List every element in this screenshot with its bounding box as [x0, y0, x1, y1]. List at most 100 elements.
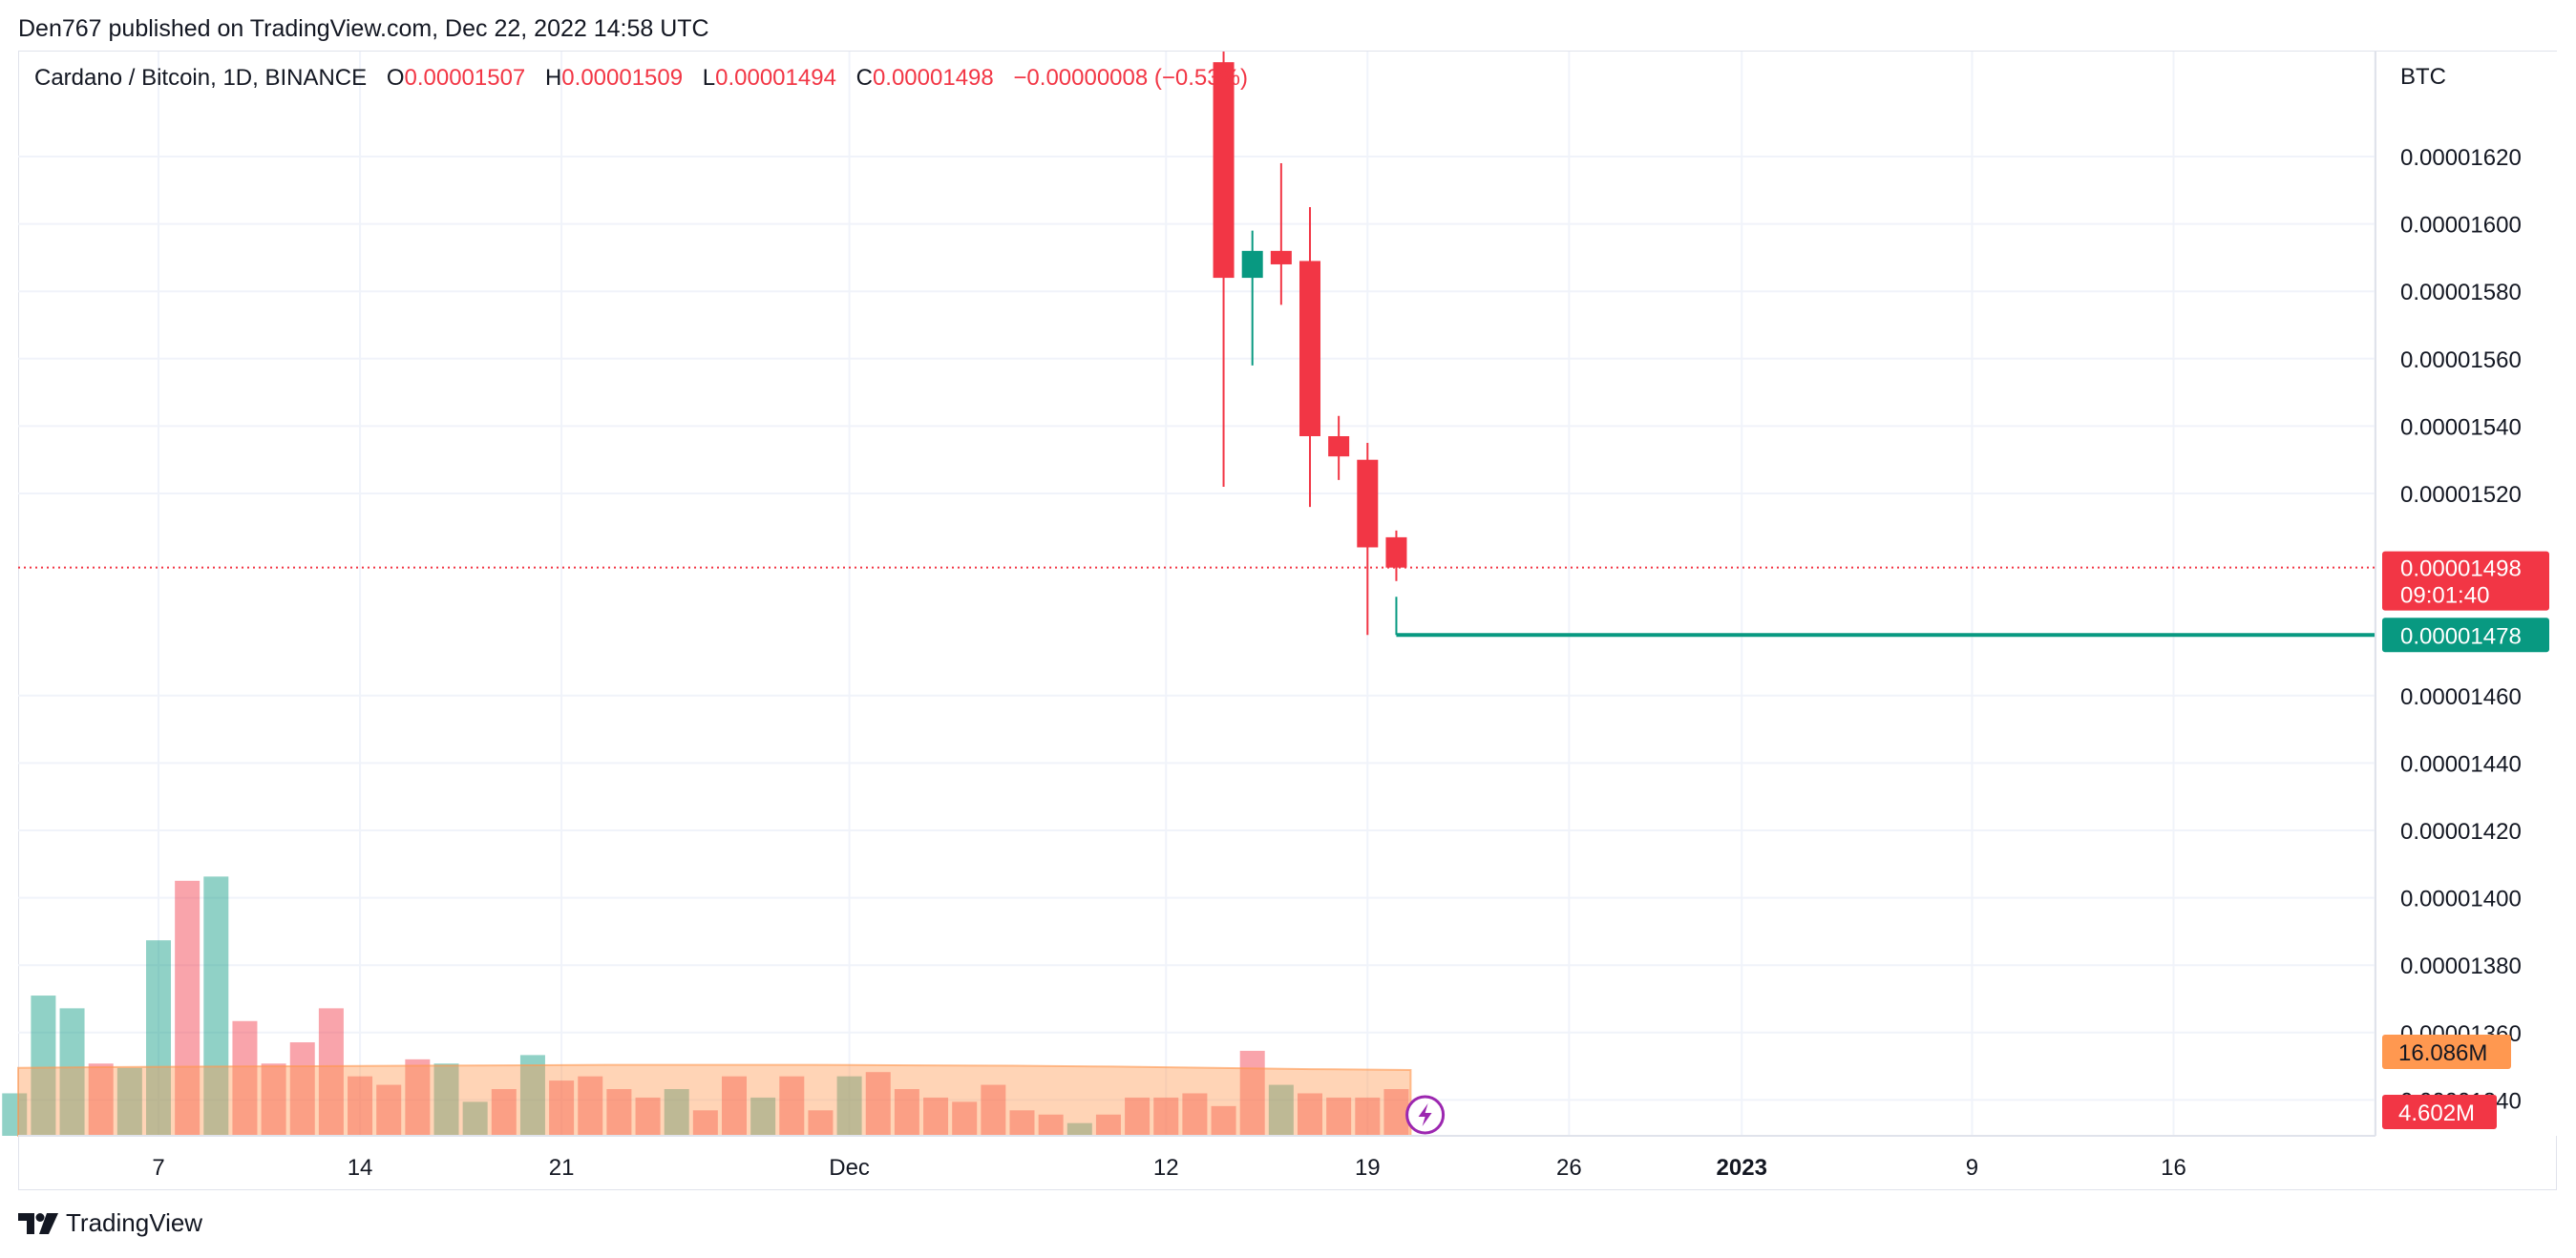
price-axis-tick: 0.00001400: [2400, 887, 2522, 912]
volume-bar: [1153, 1097, 1179, 1136]
price-axis-tick: 0.00001560: [2400, 347, 2522, 373]
volume-bar: [722, 1076, 747, 1136]
brand-name: TradingView: [66, 1208, 203, 1237]
high-value: 0.00001509: [561, 65, 684, 91]
volume-bar: [808, 1110, 834, 1136]
volume-bar: [836, 1076, 862, 1136]
time-axis-tick: 21: [549, 1155, 575, 1181]
volume-bar: [981, 1084, 1006, 1136]
price-axis-tick: 0.00001540: [2400, 414, 2522, 440]
volume-bar: [1268, 1084, 1294, 1136]
tradingview-logo-icon: [18, 1212, 58, 1234]
publish-header: Den767 published on TradingView.com, Dec…: [18, 15, 709, 42]
volume-bar: [664, 1089, 689, 1136]
volume-bar: [175, 880, 201, 1136]
volume-ma-area: [17, 1063, 1412, 1137]
volume-bar: [923, 1097, 949, 1136]
volume-ma-value: 16.086M: [2398, 1040, 2487, 1066]
level-badge: [2382, 618, 2549, 653]
low-label: L: [702, 65, 716, 91]
volume-bar: [348, 1076, 373, 1136]
volume-bar: [1383, 1089, 1409, 1136]
price-axis-tick: 0.00001620: [2400, 145, 2522, 171]
price-series: [18, 52, 2375, 638]
time-axis-tick: 26: [1556, 1155, 1582, 1181]
volume-bar: [289, 1042, 315, 1136]
axes: BTC 0.00001620 0.00001600 0.00001580 0.00001…: [18, 52, 2557, 1181]
volume-bar: [635, 1097, 661, 1136]
grid: [18, 52, 2376, 1136]
volume-bar: [952, 1101, 978, 1136]
volume-bar: [1239, 1050, 1265, 1136]
volume-bar: [88, 1063, 114, 1136]
volume-bar: [519, 1055, 545, 1136]
candle-body: [1328, 435, 1350, 457]
ohlc-legend: Cardano / Bitcoin, 1D, BINANCE O0.000015…: [34, 65, 1248, 92]
volume-bar: [116, 1067, 142, 1136]
volume-histogram: [2, 876, 1412, 1137]
volume-bar: [376, 1084, 402, 1136]
volume-bar: [203, 876, 229, 1136]
volume-bar: [865, 1072, 891, 1136]
volume-bar: [1095, 1114, 1121, 1136]
time-axis-tick: 19: [1355, 1155, 1381, 1181]
open-label: O: [386, 65, 405, 91]
level-value: 0.00001478: [2400, 623, 2522, 649]
volume-bar: [318, 1008, 344, 1136]
price-axis-tick: 0.00001420: [2400, 819, 2522, 845]
volume-bar: [491, 1089, 517, 1136]
time-axis-tick: 14: [348, 1155, 373, 1181]
volume-bar: [549, 1080, 575, 1136]
price-axis-tick: 0.00001520: [2400, 482, 2522, 508]
price-axis-tick: 0.00001440: [2400, 751, 2522, 777]
last-price-countdown: 09:01:40: [2400, 583, 2489, 609]
volume-badge: [2382, 1095, 2497, 1129]
volume-bar: [462, 1101, 488, 1136]
tradingview-logo[interactable]: TradingView: [18, 1208, 202, 1238]
price-axis-tick: 0.00001460: [2400, 684, 2522, 710]
volume-bar: [894, 1089, 919, 1136]
candle-body: [1213, 62, 1235, 279]
candle-body: [1299, 261, 1320, 436]
close-value: 0.00001498: [872, 65, 994, 91]
volume-bar: [606, 1089, 632, 1136]
last-price-value: 0.00001498: [2400, 556, 2522, 582]
last-price-badge: [2382, 551, 2549, 611]
change-value: −0.00000008 (−0.53%): [1013, 65, 1248, 91]
low-value: 0.00001494: [715, 65, 836, 91]
price-axis-currency: BTC: [2400, 64, 2446, 90]
time-axis-tick: 9: [1966, 1155, 1978, 1181]
volume-bar: [146, 940, 171, 1136]
time-axis-tick: 12: [1153, 1155, 1179, 1181]
open-value: 0.00001507: [404, 65, 526, 91]
volume-bar: [1326, 1097, 1352, 1136]
time-axis-tick: 2023: [1717, 1155, 1767, 1181]
volume-bar: [578, 1076, 603, 1136]
candle-body: [1270, 250, 1292, 264]
volume-bar: [2, 1093, 28, 1136]
price-axis-tick: 0.00001580: [2400, 280, 2522, 305]
volume-bar: [1066, 1122, 1092, 1136]
time-axis-tick: Dec: [829, 1155, 870, 1181]
volume-bar: [1009, 1110, 1035, 1136]
time-axis-tick: 16: [2161, 1155, 2186, 1181]
volume-bar: [1182, 1093, 1208, 1136]
volume-bar: [1038, 1114, 1064, 1136]
candle-body: [1241, 250, 1263, 279]
volume-ma-badge: [2382, 1035, 2511, 1069]
volume-bar: [1125, 1097, 1151, 1136]
volume-value: 4.602M: [2398, 1101, 2475, 1126]
volume-bar: [232, 1020, 258, 1136]
lightning-icon-glyph: [1418, 1103, 1432, 1126]
price-axis-tick: 0.00001380: [2400, 954, 2522, 979]
volume-bar: [1211, 1105, 1236, 1136]
symbol-title[interactable]: Cardano / Bitcoin, 1D, BINANCE: [34, 65, 368, 91]
volume-bar: [59, 1008, 85, 1136]
close-label: C: [855, 65, 873, 91]
volume-bar: [779, 1076, 805, 1136]
volume-bar: [405, 1059, 431, 1136]
volume-bar: [261, 1063, 286, 1136]
candle-body: [1357, 459, 1379, 548]
